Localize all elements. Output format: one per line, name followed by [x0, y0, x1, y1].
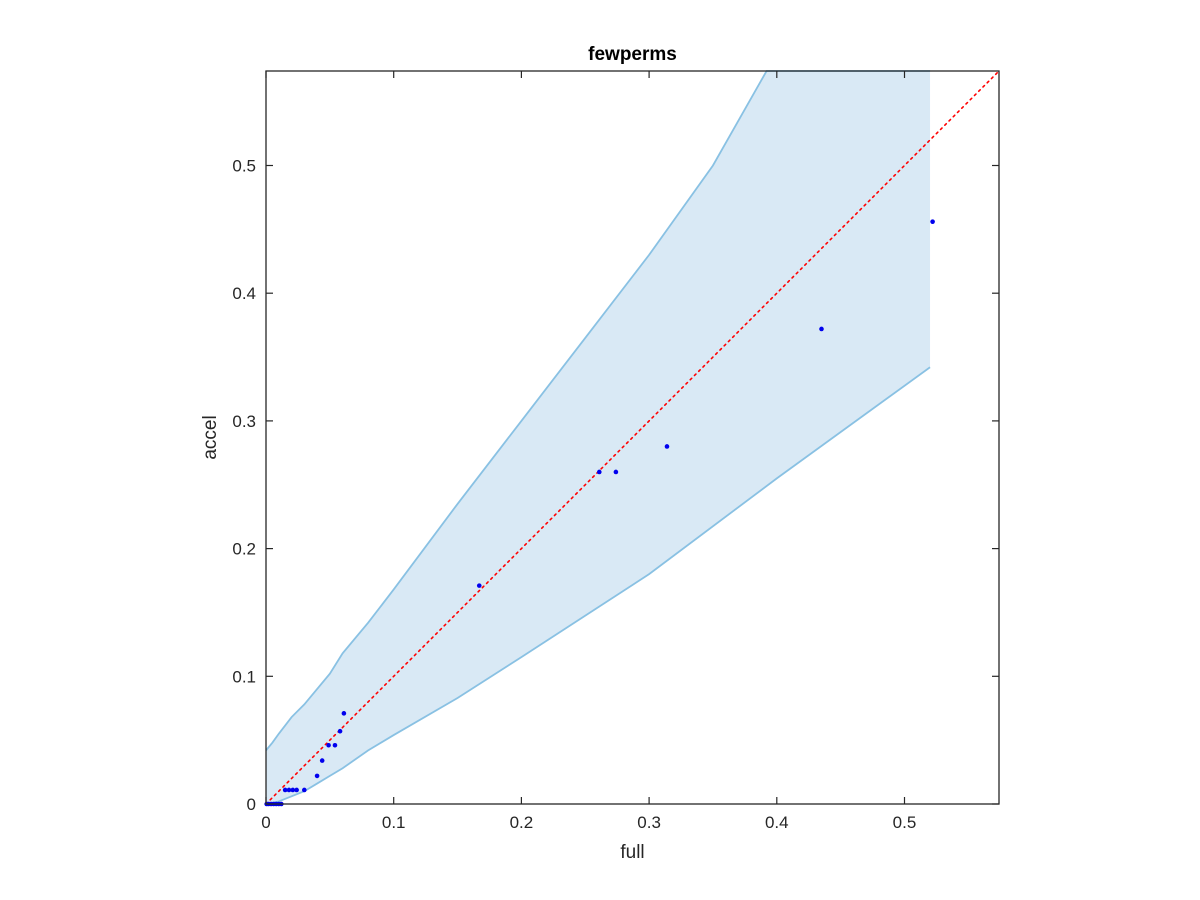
data-points-layer [264, 219, 935, 807]
data-point [302, 787, 307, 793]
confidence-band-fill [266, 71, 931, 804]
x-tick-label: 0.3 [637, 813, 661, 832]
y-tick-label: 0.2 [232, 540, 256, 559]
data-point [319, 758, 325, 763]
x-tick-label: 0.4 [765, 813, 789, 832]
axes-frame [265, 70, 1000, 805]
data-point [337, 728, 343, 734]
x-tick-label: 0 [261, 813, 270, 832]
data-point [314, 773, 320, 779]
data-point [326, 742, 331, 748]
confidence-band-upper-edge [265, 70, 931, 751]
reference-line-layer [265, 70, 1000, 805]
data-point [332, 742, 338, 748]
data-point [819, 326, 824, 332]
data-point [282, 787, 288, 793]
confidence-band-lower-edge [265, 366, 931, 805]
data-point [341, 711, 347, 716]
reference-line [265, 70, 1000, 805]
x-tick-label: 0.2 [510, 813, 534, 832]
y-tick-label: 0.3 [232, 412, 256, 431]
data-point [596, 469, 602, 475]
data-point [613, 469, 619, 475]
y-axis-label: accel [200, 415, 221, 459]
x-axis-label: full [620, 842, 644, 863]
x-tick-label: 0.5 [893, 813, 917, 832]
data-point [476, 583, 482, 588]
y-tick-label: 0.4 [232, 284, 256, 303]
y-tick-label: 0.1 [232, 667, 256, 686]
y-tick-label: 0 [247, 795, 256, 814]
data-point [294, 787, 299, 793]
data-point [664, 444, 670, 449]
x-tick-label: 0.1 [382, 813, 406, 832]
y-tick-label: 0.5 [232, 156, 256, 175]
data-point [930, 219, 935, 224]
chart-title: fewperms [588, 44, 677, 65]
data-point [290, 787, 296, 793]
data-point [286, 787, 292, 793]
ticks-layer: 0 0.1 0.2 0.3 0.4 0.5 0 0.1 0.2 0.3 0.4 0.5 [232, 71, 999, 832]
confidence-band-layer [265, 70, 931, 805]
